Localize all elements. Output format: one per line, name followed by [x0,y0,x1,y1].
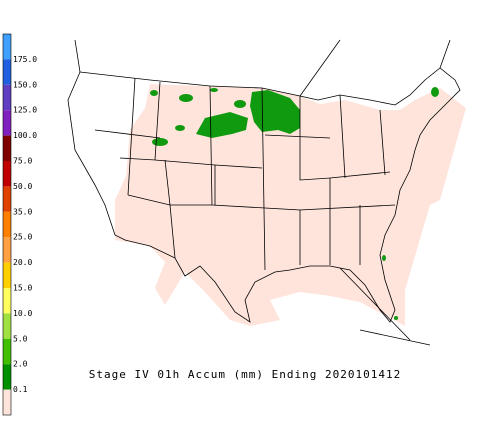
colorbar-segment [3,364,11,390]
map [67,39,466,346]
legend-label: 125.0 [13,106,37,115]
colorbar-segment [3,110,11,136]
legend-label: 75.0 [13,157,32,166]
legend-label: 5.0 [13,334,28,343]
colorbar-segment [3,288,11,314]
colorbar-segment [3,313,11,339]
neighbors [74,39,451,346]
colorbar-segment [3,186,11,212]
map-title: Stage IV 01h Accum (mm) Ending 202010141… [89,368,402,381]
legend-label: 15.0 [13,284,32,293]
legend-label: 0.1 [13,385,28,394]
colorbar-segment [3,34,11,60]
colorbar-segment [3,389,11,415]
legend-label: 175.0 [13,55,37,64]
precip-coverage [115,84,466,326]
colorbar-segment [3,59,11,85]
colorbar-segment [3,135,11,161]
legend-label: 20.0 [13,258,32,267]
legend-label: 100.0 [13,131,37,140]
legend: 175.0 150.0 125.0 100.0 75.0 50.0 35.0 25.0 20.0… [2,33,37,416]
colorbar-segment [3,84,11,111]
colorbar-segment [3,237,11,263]
legend-label: 25.0 [13,233,32,242]
colorbar-segment [3,161,11,187]
legend-label: 2.0 [13,360,28,369]
colorbar-segment [3,262,11,288]
legend-label: 35.0 [13,207,32,216]
colorbar-segment [3,211,11,238]
state-lines [94,77,396,271]
legend-label: 50.0 [13,182,32,191]
legend-label: 10.0 [13,309,32,318]
colorbar-segment [3,338,11,365]
colorbar-frame [2,33,12,416]
legend-label: 150.0 [13,80,37,89]
